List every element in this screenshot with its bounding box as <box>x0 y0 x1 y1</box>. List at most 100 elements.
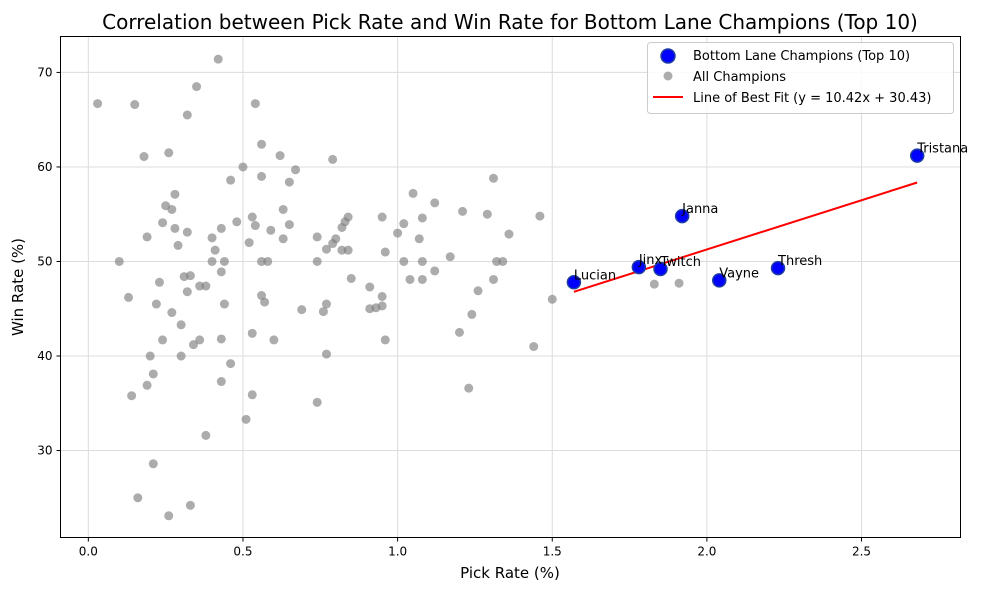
all-champion-point <box>133 493 142 502</box>
y-axis-label: Win Rate (%) <box>9 238 27 336</box>
all-champion-point <box>276 151 285 160</box>
all-champion-point <box>257 140 266 149</box>
all-champion-point <box>344 246 353 255</box>
legend-marker-top <box>661 49 675 63</box>
all-champion-point <box>217 334 226 343</box>
all-champion-point <box>378 301 387 310</box>
all-champion-point <box>158 335 167 344</box>
y-tick-label: 30 <box>37 444 52 458</box>
all-champion-point <box>164 148 173 157</box>
all-champion-point <box>313 232 322 241</box>
y-axis-ticks: 3040506070 <box>37 65 60 457</box>
all-champion-point <box>146 352 155 361</box>
all-champion-point <box>446 252 455 261</box>
all-champion-point <box>164 511 173 520</box>
all-champion-point <box>313 398 322 407</box>
all-champion-point <box>322 245 331 254</box>
champion-label: Thresh <box>777 254 822 269</box>
all-champion-point <box>467 310 476 319</box>
all-champion-point <box>177 320 186 329</box>
y-tick-label: 50 <box>37 254 52 268</box>
all-champion-point <box>399 219 408 228</box>
all-champion-point <box>127 391 136 400</box>
x-tick-label: 2.5 <box>852 545 871 559</box>
all-champion-point <box>183 228 192 237</box>
all-champion-point <box>337 223 346 232</box>
all-champion-point <box>248 329 257 338</box>
champion-label: Vayne <box>719 266 759 281</box>
all-champion-point <box>174 241 183 250</box>
all-champion-point <box>322 350 331 359</box>
all-champion-point <box>483 210 492 219</box>
all-champion-point <box>167 308 176 317</box>
all-champion-point <box>93 99 102 108</box>
all-champion-point <box>149 459 158 468</box>
all-champion-point <box>232 217 241 226</box>
all-champion-point <box>201 282 210 291</box>
all-champion-point <box>378 213 387 222</box>
all-champion-point <box>186 271 195 280</box>
all-champion-point <box>208 257 217 266</box>
champion-label: Lucian <box>574 268 616 283</box>
all-champion-point <box>548 295 557 304</box>
all-champion-point <box>158 218 167 227</box>
all-champion-point <box>257 172 266 181</box>
all-champion-point <box>242 415 251 424</box>
all-champion-point <box>170 224 179 233</box>
all-champion-point <box>430 266 439 275</box>
all-champion-point <box>140 152 149 161</box>
all-champion-point <box>430 198 439 207</box>
x-tick-label: 1.5 <box>543 545 562 559</box>
all-champion-point <box>458 207 467 216</box>
x-axis-ticks: 0.0 0.5 1.0 1.5 2.0 2.5 <box>79 538 871 559</box>
all-champion-point <box>418 257 427 266</box>
all-champion-point <box>238 162 247 171</box>
all-champion-point <box>226 359 235 368</box>
all-champion-point <box>455 328 464 337</box>
all-champion-point <box>201 431 210 440</box>
all-champion-point <box>143 232 152 241</box>
all-champion-point <box>365 283 374 292</box>
all-champion-point <box>650 280 659 289</box>
all-champion-point <box>344 213 353 222</box>
all-champion-point <box>285 178 294 187</box>
all-champion-point <box>399 257 408 266</box>
y-tick-label: 70 <box>37 65 52 79</box>
all-champion-point <box>220 300 229 309</box>
all-champion-point <box>328 155 337 164</box>
legend-label-all: All Champions <box>693 70 786 85</box>
x-tick-label: 0.0 <box>79 545 98 559</box>
all-champion-point <box>149 369 158 378</box>
all-champion-point <box>675 279 684 288</box>
all-champion-point <box>489 275 498 284</box>
all-champion-point <box>464 384 473 393</box>
all-champion-point <box>415 234 424 243</box>
all-champion-point <box>220 257 229 266</box>
all-champion-point <box>269 335 278 344</box>
all-champion-point <box>393 229 402 238</box>
all-champion-point <box>124 293 133 302</box>
champion-label: Jinx <box>638 253 663 268</box>
all-champion-point <box>260 298 269 307</box>
all-champion-point <box>347 274 356 283</box>
all-champion-point <box>365 304 374 313</box>
all-champion-point <box>248 390 257 399</box>
y-tick-label: 40 <box>37 349 52 363</box>
all-champion-point <box>245 238 254 247</box>
all-champion-point <box>418 275 427 284</box>
all-champion-point <box>378 292 387 301</box>
all-champion-point <box>405 275 414 284</box>
all-champion-point <box>279 234 288 243</box>
all-champion-point <box>498 257 507 266</box>
all-champion-point <box>152 300 161 309</box>
all-champion-point <box>177 352 186 361</box>
all-champion-point <box>381 248 390 257</box>
all-champion-point <box>297 305 306 314</box>
all-champion-point <box>409 189 418 198</box>
all-champion-point <box>214 55 223 64</box>
all-champion-point <box>248 213 257 222</box>
all-champion-point <box>217 224 226 233</box>
all-champion-point <box>418 213 427 222</box>
